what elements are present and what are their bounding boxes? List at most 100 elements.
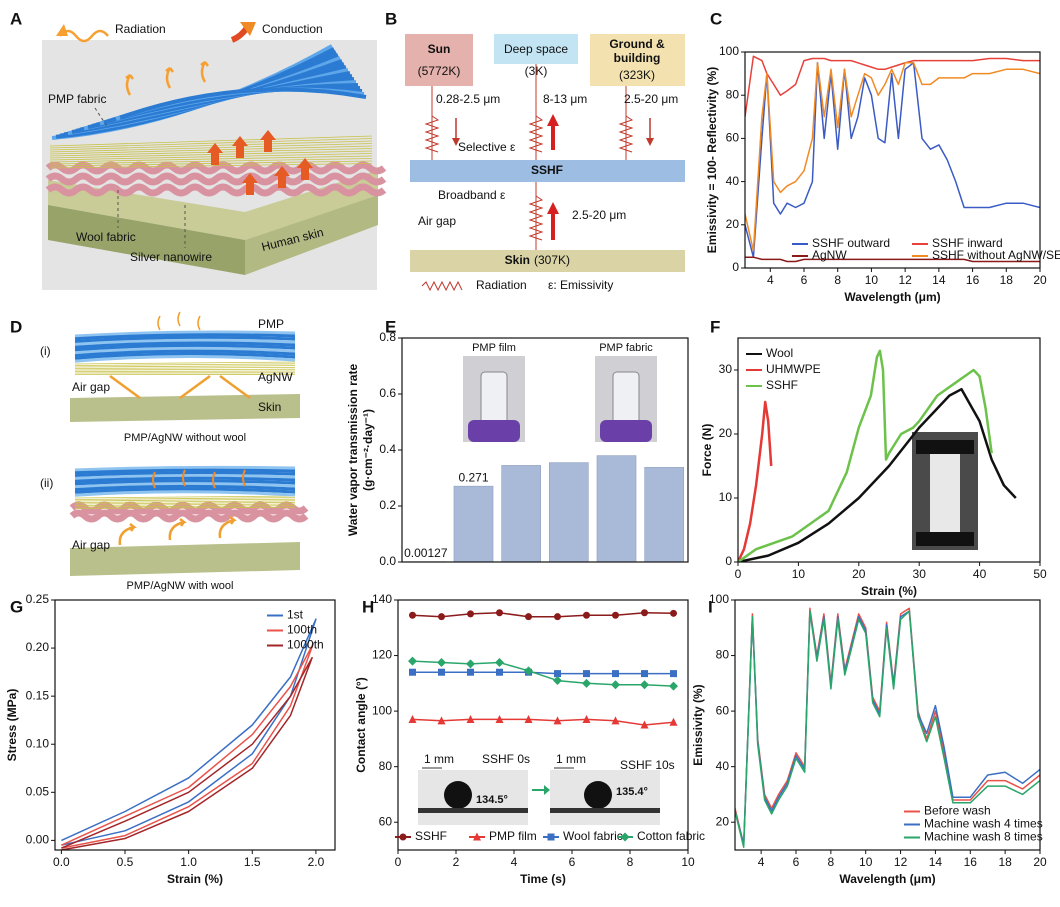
series-line — [735, 607, 1040, 846]
arrow-head — [547, 202, 559, 214]
conduction-arrow — [168, 518, 187, 541]
series-line — [412, 612, 674, 618]
pmp-fiber — [74, 490, 296, 497]
marker — [670, 670, 677, 678]
radiation-symbol — [528, 195, 544, 241]
radiation-arrow — [177, 311, 181, 327]
x-tick-label: 14 — [932, 273, 946, 287]
label: Silver nanowire — [130, 250, 212, 264]
marker — [669, 681, 678, 691]
x-tick-label: 20 — [1033, 273, 1047, 287]
x-tick-label: 40 — [973, 567, 987, 581]
marker — [438, 613, 445, 621]
legend-label: 1st — [287, 608, 304, 622]
x-tick-label: 0 — [395, 855, 402, 869]
marker — [553, 716, 562, 725]
axes-frame — [734, 599, 1041, 851]
x-tick-label: 6 — [793, 855, 800, 869]
x-tick-label: 20 — [1033, 855, 1047, 869]
conduction-arrow — [207, 143, 223, 165]
wool-fiber — [45, 183, 387, 197]
radiation-arrow — [197, 315, 201, 331]
conduction-arrow — [242, 173, 258, 195]
x-tick-label: 10 — [681, 855, 695, 869]
legend-label: SSHF without AgNW/SEBS — [932, 248, 1060, 262]
inset-label: PMP film — [472, 342, 516, 354]
marker — [438, 668, 445, 676]
glove — [600, 420, 652, 442]
panel-letter: B — [385, 9, 397, 28]
x-tick-label: 0.0 — [53, 855, 70, 869]
y-tick-label: 0.20 — [26, 640, 50, 654]
bar — [644, 467, 684, 562]
x-tick-label: 4 — [511, 855, 518, 869]
pmp-fiber — [74, 346, 296, 355]
chart-i: I 20 40 60 80 100 4 6 8 10 12 14 16 18 20 Wavelength (μ… — [691, 592, 1047, 886]
y-axis-label: Stress (MPa) — [5, 689, 19, 762]
label: PMP fabric — [48, 92, 106, 106]
x-tick-label: 16 — [966, 273, 980, 287]
label: Air gap — [418, 214, 456, 228]
droplet — [584, 781, 612, 809]
arrow-head — [646, 138, 654, 146]
x-tick-label: PMP fabric — [505, 568, 538, 596]
y-tick-label: 100 — [709, 592, 729, 606]
axes-frame — [744, 51, 1041, 269]
series-line — [745, 62, 1040, 252]
reflect-arrow — [179, 374, 211, 400]
marker — [496, 668, 503, 676]
conduction-arrow — [260, 130, 276, 152]
silver-nanowire — [49, 143, 373, 153]
radiation-arrow — [165, 67, 174, 89]
y-axis-label: Water vapor transmission rate — [346, 364, 360, 537]
plot-area — [735, 607, 1040, 848]
radiation-arrow — [152, 471, 156, 489]
series-line — [745, 256, 1040, 263]
y-tick-label: 20 — [726, 217, 740, 231]
chart-e: E 0.0 0.2 0.4 0.6 0.8 0.00127 PMP film 0.271 SSHF P… — [346, 317, 689, 596]
pmp-fiber — [74, 484, 296, 492]
chart-g: G 0.00 0.05 0.10 0.15 0.20 0.25 0.0 0.5 1.0 1.5 2.0… — [5, 592, 336, 886]
label: Sun — [428, 42, 451, 56]
substrate — [418, 808, 528, 813]
pmp-fiber — [74, 355, 296, 363]
fabric-layers — [69, 311, 309, 546]
panel-letter: E — [385, 317, 396, 336]
pmp-fiber — [74, 468, 296, 475]
silver-nanowire — [49, 135, 373, 147]
x-axis-label: Wavelength (μm) — [844, 290, 940, 304]
y-tick-label: 100 — [372, 703, 392, 717]
series-line — [735, 610, 1040, 848]
photo — [418, 770, 528, 825]
legend: SSHF PMP film Wool fabric Cotton fabric — [395, 829, 705, 843]
x-tick-label: Silk fabric — [552, 568, 585, 596]
y-tick-label: 0.4 — [379, 442, 396, 456]
pmp-fiber — [74, 487, 296, 494]
axes-frame — [737, 337, 1041, 563]
skin-side — [245, 195, 378, 275]
conduction-arrow — [274, 166, 290, 188]
agnw — [74, 503, 296, 506]
plot-area — [61, 618, 317, 850]
marker — [437, 716, 446, 725]
y-tick-label: 10 — [719, 490, 733, 504]
label: Conduction — [262, 22, 323, 36]
series-line — [735, 610, 1040, 846]
agnw — [74, 365, 296, 368]
space-box — [494, 34, 578, 64]
glove — [468, 420, 520, 442]
label: AgNW — [258, 370, 293, 384]
y-tick-label: 0.15 — [26, 688, 50, 702]
y-tick-label: 20 — [719, 426, 733, 440]
pmp-fiber — [74, 338, 296, 346]
skin-layer — [70, 394, 300, 422]
label: 0.28-2.5 μm — [436, 92, 500, 106]
annotation: SSHF 10s — [620, 758, 675, 772]
marker — [409, 611, 416, 619]
skin-bar — [410, 250, 685, 272]
y-tick-label: 20 — [716, 814, 730, 828]
skin-front — [48, 205, 245, 275]
x-tick-label: 2 — [453, 855, 460, 869]
legend-label: Cotton fabric — [637, 829, 705, 843]
agnw — [74, 500, 296, 503]
